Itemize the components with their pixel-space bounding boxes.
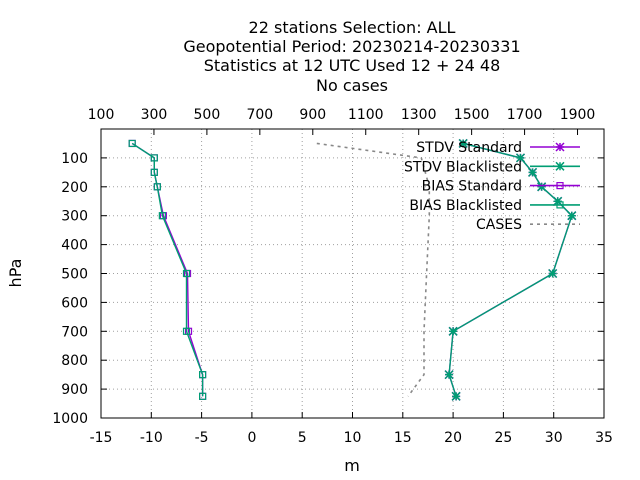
x-tick-label: 10 — [344, 430, 362, 446]
legend-label: STDV Standard — [416, 140, 522, 156]
x2-tick-label: 1100 — [348, 107, 384, 123]
data-point — [528, 167, 538, 177]
legend-label: CASES — [476, 217, 522, 233]
data-point — [182, 269, 191, 278]
legend-marker — [556, 182, 564, 190]
y-tick-label: 300 — [61, 209, 88, 225]
series-bias-standard — [128, 139, 207, 400]
data-point — [448, 326, 458, 336]
data-point — [150, 154, 158, 162]
cases-series-layer — [316, 142, 431, 397]
y-tick-label: 200 — [61, 180, 88, 196]
data-point — [128, 139, 136, 148]
data-point — [567, 211, 577, 221]
series-line — [131, 142, 204, 397]
legend-label: BIAS Blacklisted — [409, 198, 522, 214]
x-tick-label: 5 — [298, 430, 307, 446]
y-tick-label: 900 — [61, 382, 88, 398]
legend-marker — [555, 142, 565, 152]
legend-label: STDV Blacklisted — [404, 159, 522, 175]
y-tick-label: 1000 — [52, 411, 88, 427]
data-point — [515, 153, 526, 163]
x-axis-label: m — [344, 456, 360, 475]
legend-marker — [556, 201, 564, 209]
x-tick-label: 15 — [394, 430, 412, 446]
legend: STDV Standard STDV Blacklisted BIAS Standa… — [404, 140, 580, 233]
data-point — [553, 196, 563, 206]
data-point — [548, 268, 558, 279]
data-point — [458, 138, 468, 148]
y-tick-label: 700 — [61, 324, 88, 340]
legend-marker — [555, 161, 565, 171]
data-point — [153, 183, 161, 191]
x-tick-label: 35 — [595, 430, 613, 446]
y-tick-label: 800 — [61, 353, 88, 369]
x2-tick-label: 700 — [246, 107, 273, 123]
x2-tick-label: 900 — [299, 107, 326, 123]
title-line-1: 22 stations Selection: ALL — [249, 18, 456, 37]
x-tick-label: -10 — [140, 430, 163, 446]
series-line — [316, 142, 431, 397]
data-point — [158, 212, 166, 220]
x-tick-label: 0 — [247, 430, 256, 446]
title-line-4: No cases — [316, 76, 388, 95]
series-stdv-blacklisted — [444, 138, 577, 401]
x2-tick-label: 1300 — [401, 107, 437, 123]
x2-tick-label: 1500 — [454, 107, 490, 123]
x-tick-label: -5 — [195, 430, 209, 446]
x2-tick-label: 300 — [141, 107, 168, 123]
y-tick-label: 500 — [61, 267, 88, 283]
data-point — [444, 370, 454, 380]
series-line — [448, 142, 573, 397]
data-point — [182, 327, 191, 335]
y-tick-label: 400 — [61, 238, 88, 254]
y-tick-label: 100 — [61, 151, 88, 167]
data-point — [150, 168, 158, 176]
chart-title: 22 stations Selection: ALL Geopotential … — [183, 18, 520, 95]
ticks: -15 -10 -5 0 5 10 15 20 25 30 35 100 300 500 700 900 110… — [52, 107, 613, 446]
y-axis-label: hPa — [6, 259, 25, 288]
x-tick-label: 30 — [545, 430, 563, 446]
data-point — [199, 392, 207, 400]
data-point — [537, 182, 547, 192]
data-point — [451, 391, 461, 401]
x2-tick-label: 1700 — [507, 107, 543, 123]
x2-tick-label: 1900 — [560, 107, 596, 123]
title-line-3: Statistics at 12 UTC Used 12 + 24 48 — [204, 56, 501, 75]
grid — [101, 129, 604, 418]
x-tick-label: 25 — [494, 430, 512, 446]
series-cases — [316, 142, 431, 397]
y-tick-label: 600 — [61, 295, 88, 311]
title-line-2: Geopotential Period: 20230214-20230331 — [183, 37, 520, 56]
series-layer — [128, 138, 577, 401]
legend-label: BIAS Standard — [422, 179, 522, 195]
series-bias-blacklisted — [128, 139, 207, 400]
x-tick-label: 20 — [444, 430, 462, 446]
x-tick-label: -15 — [90, 430, 113, 446]
x2-tick-label: 100 — [88, 107, 115, 123]
series-line — [131, 142, 204, 397]
x2-tick-label: 500 — [194, 107, 221, 123]
data-point — [199, 371, 207, 379]
